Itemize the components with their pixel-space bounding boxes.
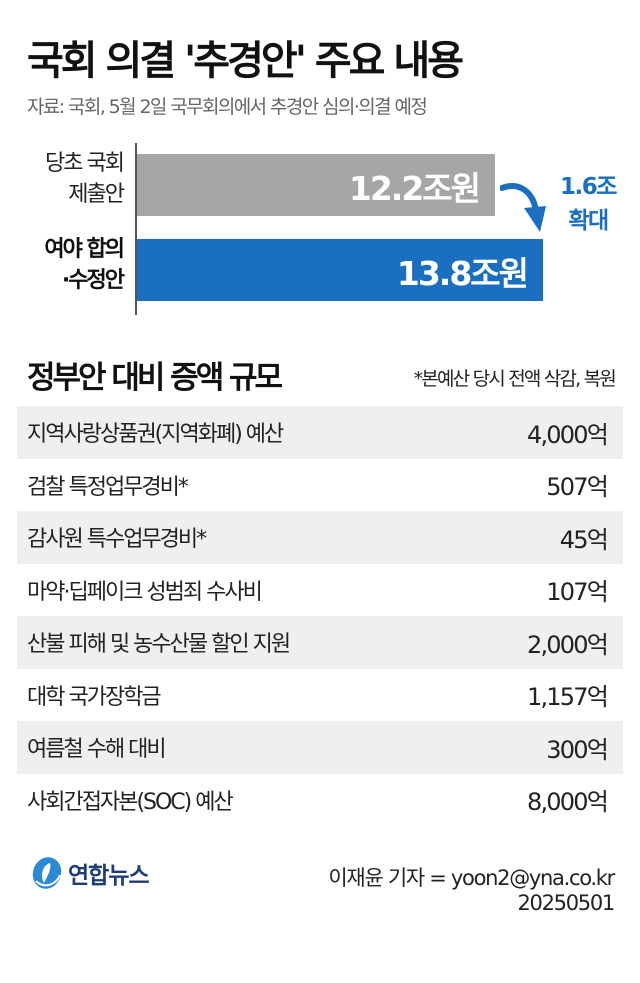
bar-value: 13.8조원: [396, 254, 529, 293]
delta-amount: 1.6조: [560, 174, 617, 200]
reporter-credit: 이재윤 기자 = yoon2@yna.co.kr: [328, 866, 615, 890]
bar-label-line: ·수정안: [61, 268, 125, 293]
table-row: 검찰 특정업무경비* 507억: [17, 459, 623, 512]
page-title: 국회 의결 '추경안' 주요 내용: [27, 38, 464, 84]
row-value: 2,000억: [527, 630, 609, 659]
row-label: 여름철 수해 대비: [27, 737, 167, 763]
row-label: 사회간접자본(SOC) 예산: [27, 789, 234, 815]
bar-original: 12.2조원: [137, 154, 495, 216]
section-note: *본예산 당시 전액 삭감, 복원: [413, 368, 617, 390]
bar-value: 12.2조원: [348, 169, 481, 208]
bar-chart: 당초 국회 제출안 12.2조원 여야 합의 ·수정안 13.8조원: [0, 140, 640, 320]
table-row: 감사원 특수업무경비* 45억: [17, 511, 623, 564]
row-value: 1,157억: [527, 683, 609, 712]
table-row: 지역사랑상품권(지역화폐) 예산 4,000억: [17, 406, 623, 459]
row-label: 대학 국가장학금: [27, 684, 162, 710]
logo-text: 연합뉴스: [68, 863, 150, 889]
credit: 이재윤 기자 = yoon2@yna.co.kr 20250501: [328, 866, 616, 916]
row-value: 507억: [546, 473, 608, 502]
row-value: 300억: [546, 735, 608, 764]
bar-label-revised: 여야 합의 ·수정안: [44, 234, 125, 296]
curved-arrow-icon: [500, 183, 546, 232]
bar-label-original: 당초 국회 제출안: [45, 148, 125, 210]
table-row: 사회간접자본(SOC) 예산 8,000억: [17, 774, 623, 827]
bar-label-line: 여야 합의: [44, 237, 125, 262]
bar-revised: 13.8조원: [137, 239, 543, 301]
publish-date: 20250501: [517, 891, 616, 915]
row-value: 4,000억: [527, 420, 609, 449]
yonhap-logo: 연합뉴스: [30, 855, 150, 891]
source-subtitle: 자료: 국회, 5월 2일 국무회의에서 추경안 심의·의결 예정: [27, 96, 428, 118]
increase-table: 지역사랑상품권(지역화폐) 예산 4,000억 검찰 특정업무경비* 507억 …: [17, 406, 623, 826]
yonhap-globe-icon: [32, 857, 62, 889]
table-row: 대학 국가장학금 1,157억: [17, 669, 623, 722]
row-value: 45억: [559, 525, 609, 554]
row-label: 검찰 특정업무경비*: [27, 474, 189, 500]
row-label: 감사원 특수업무경비*: [27, 527, 207, 553]
delta-label: 확대: [568, 208, 609, 234]
bar-label-line: 당초 국회: [45, 151, 125, 176]
increase-annotation: 1.6조 확대: [548, 170, 628, 238]
table-row: 산불 피해 및 농수산물 할인 지원 2,000억: [17, 616, 623, 669]
table-row: 마약·딥페이크 성범죄 수사비 107억: [17, 564, 623, 617]
bar-label-line: 제출안: [68, 182, 125, 207]
row-label: 지역사랑상품권(지역화폐) 예산: [27, 422, 284, 448]
row-label: 마약·딥페이크 성범죄 수사비: [27, 579, 263, 605]
row-label: 산불 피해 및 농수산물 할인 지원: [27, 632, 291, 658]
row-value: 107억: [546, 578, 608, 607]
chart-axis: [135, 143, 137, 315]
table-row: 여름철 수해 대비 300억: [17, 721, 623, 774]
row-value: 8,000억: [527, 788, 609, 817]
section-title: 정부안 대비 증액 규모: [27, 360, 283, 396]
